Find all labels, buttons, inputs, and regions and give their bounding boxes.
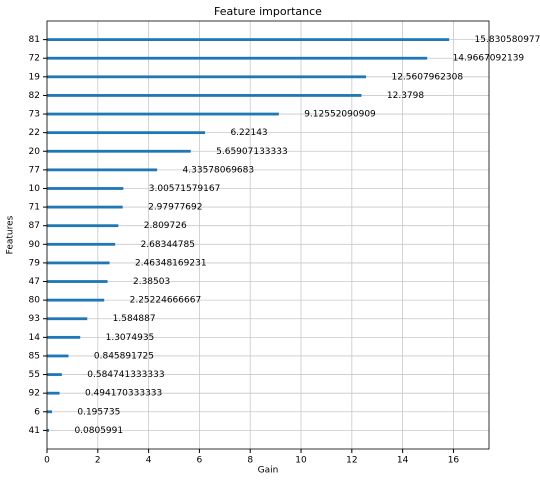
value-label: 3.00571579167 [149,184,221,194]
y-tick-label: 79 [29,258,41,268]
value-label: 12.5607962308 [391,72,463,82]
chart-title: Feature importance [214,5,322,18]
value-label: 2.68344785 [141,240,195,250]
value-label: 14.9667092139 [453,54,525,64]
y-tick-label: 77 [29,165,40,175]
bar [47,410,52,414]
value-label: 6.22143 [230,128,267,138]
value-label: 12.3798 [387,91,424,101]
value-label: 0.845891725 [94,351,154,361]
y-tick-label: 73 [29,110,40,120]
y-tick-label: 80 [29,296,41,306]
value-label: 0.494170333333 [85,389,162,399]
value-label: 2.38503 [133,277,170,287]
value-label: 2.46348169231 [135,258,207,268]
bar [47,56,428,60]
x-tick-label: 6 [197,456,203,466]
bar [47,298,105,302]
value-label: 2.25224666667 [130,296,202,306]
y-tick-label: 19 [29,72,41,82]
bar [47,205,123,209]
bar [47,261,110,265]
value-label: 4.33578069683 [183,165,255,175]
x-tick-label: 8 [247,456,253,466]
value-label: 2.97977692 [148,203,202,213]
value-label: 0.0805991 [74,426,123,436]
y-tick-label: 14 [29,333,41,343]
bar [47,391,60,395]
y-tick-label: 55 [29,370,40,380]
value-label: 0.584741333333 [87,370,164,380]
value-label: 9.12552090909 [304,110,376,120]
value-label: 1.584887 [113,314,156,324]
bar [47,149,191,153]
x-tick-label: 12 [346,456,357,466]
x-tick-label: 10 [295,456,307,466]
x-tick-label: 16 [448,456,460,466]
bar [47,354,69,358]
value-label: 5.65907133333 [216,147,288,157]
x-tick-label: 2 [95,456,101,466]
y-tick-label: 41 [29,426,40,436]
bar [47,131,206,135]
bar [47,168,158,172]
y-tick-label: 87 [29,221,40,231]
bar [47,38,450,42]
y-tick-label: 81 [29,35,40,45]
y-tick-label: 10 [29,184,41,194]
y-tick-label: 6 [34,407,40,417]
bar [47,94,362,97]
y-tick-label: 82 [29,91,40,101]
bar [47,75,367,79]
value-label: 15.8305809778 [475,35,540,45]
y-axis-label: Features [6,215,16,254]
bar [47,224,119,228]
y-tick-label: 72 [29,54,40,64]
plot-frame [46,20,490,450]
y-tick-label: 20 [29,147,41,157]
bar [47,280,108,283]
y-tick-label: 92 [29,389,40,399]
bar [47,428,50,432]
y-tick-label: 22 [29,128,40,138]
y-tick-label: 71 [29,203,40,213]
bar [47,335,81,339]
y-tick-label: 47 [29,277,40,287]
x-axis-label: Gain [258,466,279,476]
bar [47,317,88,321]
bar [47,112,279,116]
value-label: 2.809726 [144,221,187,231]
bar [47,187,124,190]
x-tick-label: 4 [146,456,152,466]
y-tick-label: 85 [29,351,40,361]
value-label: 1.3074935 [106,333,155,343]
bar [47,373,62,376]
value-label: 0.195735 [77,407,120,417]
x-tick-label: 0 [44,456,50,466]
x-tick-label: 14 [397,456,409,466]
bar [47,242,116,246]
y-tick-label: 93 [29,314,40,324]
y-tick-label: 90 [29,240,41,250]
